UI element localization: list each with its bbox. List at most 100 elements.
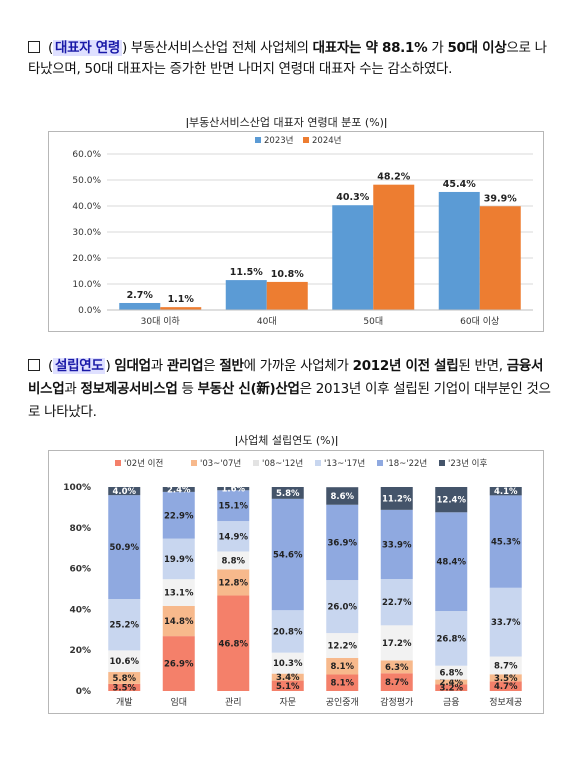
y-tick-label: 20.0% [72, 254, 101, 264]
stack-segment [108, 672, 141, 684]
data-label: 8.7% [385, 678, 409, 688]
stack-segment [489, 674, 522, 682]
legend-label: '23년 이후 [448, 458, 487, 469]
stack-segment [162, 538, 195, 580]
data-label: 33.9% [382, 540, 412, 550]
data-label: 8.1% [330, 679, 354, 689]
legend-label: 2023년 [264, 135, 293, 146]
data-label: 10.8% [271, 269, 304, 280]
data-label: 26.0% [328, 603, 358, 613]
text: 과 [150, 358, 167, 374]
stack-segment [326, 487, 359, 505]
data-label: 3.2% [439, 684, 463, 694]
chart2-title: ǀ사업체 설립연도 (%)ǀ [234, 434, 339, 447]
bar [225, 280, 267, 310]
x-tick-label: 감정평가 [380, 696, 413, 708]
data-label: 5.8% [112, 674, 136, 684]
chart1-panel: 0.0% 10.0% 20.0% 30.0% 40.0% 50.0% 60.0% 2023년 2… [48, 131, 544, 332]
data-label: 26.9% [164, 660, 194, 670]
stack-segment [435, 611, 468, 666]
stack-segment [380, 673, 413, 691]
legend-swatch [191, 460, 197, 466]
stack-segment [435, 684, 468, 691]
x-tick-label: 60대 이상 [460, 316, 499, 327]
chart1-title: ǀ부동산서비스산업 대표자 연령대 분포 (%)ǀ [185, 116, 388, 129]
y-tick-label: 30.0% [72, 228, 101, 238]
data-label: 50.9% [110, 543, 140, 553]
text: 은 [203, 358, 220, 374]
data-label: 4.7% [494, 682, 518, 692]
chart2-panel: 0% 20% 40% 60% 80% 100% '02년 이전 '03~'07년 '08~'12… [48, 450, 544, 714]
data-label: 14.8% [164, 617, 194, 627]
x-tick-label: 관리 [225, 697, 242, 708]
paragraph-founding: (설립연도) 임대업과 관리업은 절반에 가까운 사업체가 2012년 이전 설… [28, 355, 553, 424]
stack-segment [108, 598, 141, 651]
stack-segment [217, 551, 250, 570]
data-label: 10.3% [273, 659, 303, 669]
x-tick-label: 40대 [257, 316, 277, 327]
text: 된 반면, [458, 358, 507, 374]
text: ) 부동산서비스산업 전체 사업체의 [121, 40, 313, 56]
data-label: 22.7% [382, 598, 412, 608]
data-label: 11.2% [382, 494, 412, 504]
bar [266, 281, 308, 310]
data-label: 39.9% [484, 193, 517, 204]
stack-segment [108, 650, 141, 673]
text: 으로 나타났으며, 50대 대표자는 증가한 반면 나머지 연령대 대표자 수는… [28, 40, 547, 77]
legend-swatch [377, 460, 383, 466]
data-label: 2.7% [127, 290, 154, 301]
text: 은 2013년 이후 설립된 기업이 대부분인 것으로 나타났다. [28, 381, 551, 420]
data-label: 36.9% [328, 538, 358, 548]
data-label: 48.4% [437, 558, 467, 568]
legend-swatch [303, 137, 309, 143]
bold-text: 절반 [219, 358, 244, 374]
data-label: 3.5% [112, 683, 136, 693]
stack-segment [326, 657, 359, 675]
bar [332, 205, 374, 310]
stack-segment [108, 495, 141, 599]
data-label: 45.3% [491, 538, 521, 548]
data-label: 15.1% [219, 502, 249, 512]
stack-segment [435, 487, 468, 513]
legend-swatch [253, 460, 259, 466]
stack-segment [271, 673, 304, 681]
stack-segment [217, 487, 250, 491]
bold-text: 50대 이상 [447, 40, 507, 56]
y-tick-label: 80% [69, 524, 91, 534]
stack-segment [271, 487, 304, 499]
text: 에 가까운 사업체가 [243, 358, 353, 374]
legend-label: '03~'07년 [200, 458, 241, 469]
highlight-label: 대표자 연령 [52, 40, 122, 56]
stack-segment [435, 512, 468, 612]
data-label: 6.8% [439, 669, 463, 679]
data-label: 13.1% [164, 589, 194, 599]
legend-label: 2024년 [312, 135, 341, 146]
data-label: 22.9% [164, 511, 194, 521]
data-label: 12.4% [437, 496, 467, 506]
legend-swatch [255, 137, 261, 143]
stack-segment [162, 579, 195, 606]
data-label: 2.4% [167, 485, 191, 495]
bar [479, 206, 521, 310]
text: ( [48, 358, 53, 374]
text: 가 [427, 40, 448, 56]
stack-segment [108, 683, 141, 691]
chart2-title-text: 사업체 설립연도 (%) [238, 434, 335, 447]
legend-label: '02년 이전 [124, 458, 163, 469]
stack-segment [271, 652, 304, 674]
stack-segment [108, 487, 141, 496]
text: 과 [64, 381, 81, 397]
x-tick-label: 금융 [443, 697, 460, 708]
data-label: 3.5% [494, 674, 518, 684]
y-tick-label: 60% [69, 565, 91, 575]
x-tick-label: 정보제공 [489, 697, 522, 708]
y-tick-label: 40% [69, 605, 91, 615]
age-distribution-chart: 0.0% 10.0% 20.0% 30.0% 40.0% 50.0% 60.0% 2023년 2… [72, 135, 533, 327]
bold-text: 2012년 이전 설립 [352, 358, 459, 374]
bold-text: 임대업 [114, 358, 151, 374]
data-label: 5.1% [276, 682, 300, 692]
stack-segment [326, 633, 359, 658]
y-tick-label: 20% [69, 646, 91, 656]
stack-segment [380, 625, 413, 661]
y-tick-label: 10.0% [72, 280, 101, 290]
